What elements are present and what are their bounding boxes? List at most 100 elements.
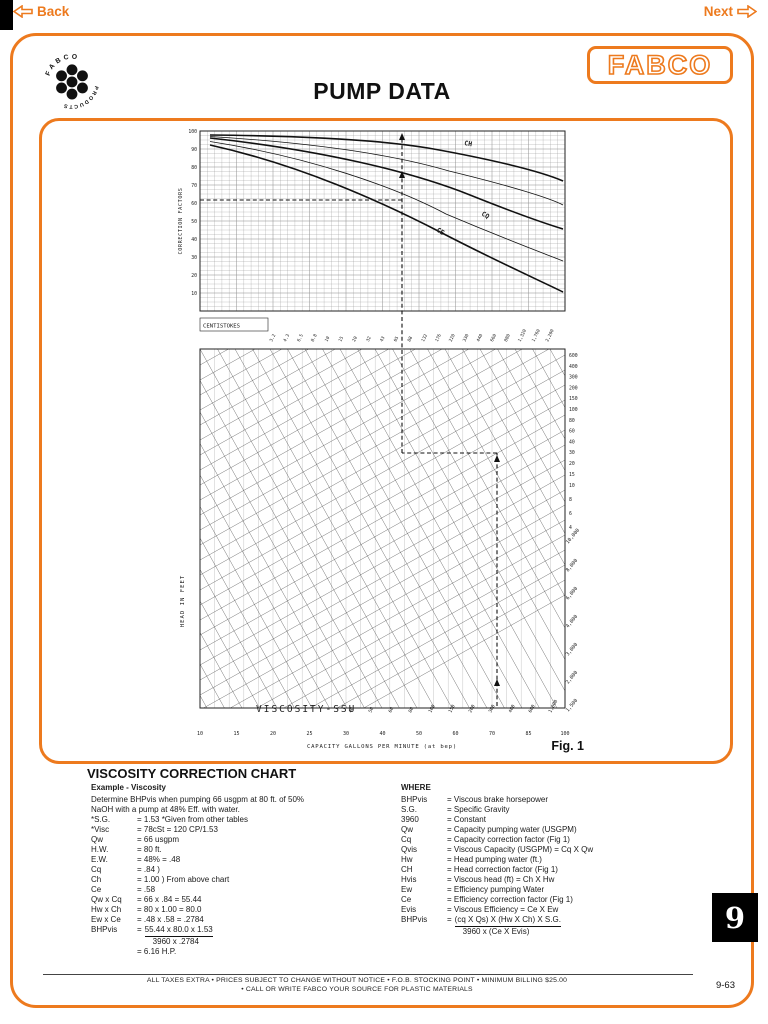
svg-text:8: 8: [569, 497, 572, 503]
where-definition: = Viscous brake horsepower: [447, 795, 549, 804]
svg-text:70: 70: [489, 731, 495, 737]
head-axis-label: HEAD IN FEET: [180, 575, 186, 627]
svg-text:400: 400: [569, 364, 578, 370]
example-row-label: Cq: [91, 865, 102, 874]
example-row: Qw x Cq = 66 x .84 = 55.44: [91, 895, 393, 905]
curve-label-ce: CE: [435, 226, 446, 237]
svg-text:43: 43: [379, 335, 387, 343]
svg-text:30: 30: [191, 255, 197, 261]
svg-text:1,500: 1,500: [565, 698, 579, 713]
curve-label-cq: CQ: [480, 210, 491, 221]
chart-text-labels: CORRECTION FACTORS CH CQ CE CENTISTOKES …: [178, 139, 491, 750]
svg-text:176: 176: [434, 333, 443, 343]
where-row: Qw = Capacity pumping water (USGPM): [401, 825, 719, 835]
svg-text:10: 10: [191, 291, 197, 297]
example-row-value: = 78cSt = 120 CP/1.53: [137, 825, 218, 834]
svg-text:10,000: 10,000: [565, 528, 581, 546]
svg-text:20: 20: [569, 461, 575, 467]
svg-text:1,000: 1,000: [547, 699, 559, 714]
fabco-wordmark: FABCO: [587, 46, 733, 84]
correction-axis-label: CORRECTION FACTORS: [178, 187, 184, 254]
svg-text:8.8: 8.8: [310, 333, 319, 343]
where-row: Hw = Head pumping water (ft.): [401, 855, 719, 865]
where-term: Hvis: [401, 875, 417, 884]
where-term: Hw: [401, 855, 413, 864]
figure-box: CORRECTION FACTORS CH CQ CE CENTISTOKES …: [39, 118, 733, 764]
example-title: Example - Viscosity: [91, 783, 166, 792]
example-fraction-eq: =: [137, 925, 142, 934]
svg-text:660: 660: [489, 333, 498, 343]
example-fraction-numerator: 55.44 x 80.0 x 1.53: [144, 925, 213, 937]
svg-text:4: 4: [569, 525, 572, 531]
figure-number: Fig. 1: [551, 739, 584, 753]
example-row-label: Ew x Ce: [91, 915, 121, 924]
svg-text:132: 132: [420, 333, 429, 343]
next-link[interactable]: Next: [704, 4, 757, 19]
where-fraction-term: BHPvis: [401, 915, 428, 924]
svg-text:32: 32: [365, 335, 373, 343]
back-link[interactable]: Back: [13, 4, 69, 19]
chart-grid: [199, 130, 566, 708]
example-row-value: = 48% = .48: [137, 855, 181, 864]
svg-text:1,760: 1,760: [531, 328, 542, 343]
example-row-value: = .58: [137, 885, 156, 894]
example-row-value: = .84 ): [137, 865, 160, 874]
example-row-label: H.W.: [91, 845, 109, 854]
where-definition: = Viscous Efficiency = Ce X Ew: [447, 905, 559, 914]
svg-text:70: 70: [191, 183, 197, 189]
svg-text:20: 20: [351, 335, 359, 343]
where-row: Cq = Capacity correction factor (Fig 1): [401, 835, 719, 845]
where-row: Evis = Viscous Efficiency = Ce X Ew: [401, 905, 719, 915]
where-definition: = Specific Gravity: [447, 805, 510, 814]
where-term: Qvis: [401, 845, 417, 854]
svg-text:3.2: 3.2: [268, 333, 277, 343]
example-row-value: = .48 x .58 = .2784: [137, 915, 204, 924]
svg-text:600: 600: [569, 353, 578, 359]
svg-text:20: 20: [191, 273, 197, 279]
viscosity-correction-figure: CORRECTION FACTORS CH CQ CE CENTISTOKES …: [178, 129, 581, 750]
where-definition: = Constant: [447, 815, 486, 824]
where-definition: = Capacity correction factor (Fig 1): [447, 835, 570, 844]
svg-text:6: 6: [569, 511, 572, 517]
footer-line1: ALL TAXES EXTRA • PRICES SUBJECT TO CHAN…: [146, 977, 568, 984]
example-row: *S.G. = 1.53 *Given from other tables: [91, 815, 393, 825]
example-row-label: *Visc: [91, 825, 110, 834]
next-label: Next: [703, 4, 733, 19]
svg-text:2,000: 2,000: [565, 670, 579, 685]
example-intro-line1: Determine BHPvis when pumping 66 usgpm a…: [91, 795, 304, 804]
example-row-value: = 80 ft.: [137, 845, 162, 854]
svg-text:65: 65: [393, 335, 401, 343]
where-term: Ew: [401, 885, 413, 894]
example-row-value: = 1.00 ) From above chart: [137, 875, 230, 884]
example-row-label: Hw x Ch: [91, 905, 122, 914]
svg-text:10: 10: [569, 483, 575, 489]
example-fraction-label: BHPvis: [91, 925, 118, 934]
svg-text:60: 60: [387, 706, 395, 714]
example-row: Cq = .84 ): [91, 865, 393, 875]
svg-text:80: 80: [407, 706, 415, 714]
where-fraction-denominator: 3960 x (Ce X Evis): [462, 927, 530, 936]
svg-text:88: 88: [406, 335, 414, 343]
svg-text:8,000: 8,000: [565, 558, 579, 573]
where-term: Qw: [401, 825, 413, 834]
svg-text:30: 30: [343, 731, 349, 737]
svg-text:10: 10: [197, 731, 203, 737]
example-row: Ch = 1.00 ) From above chart: [91, 875, 393, 885]
footer-line2: • CALL OR WRITE FABCO YOUR SOURCE FOR PL…: [241, 985, 473, 993]
viscosity-ssu-label: VISCOSITY-SSU: [256, 704, 356, 715]
footer-text: ALL TAXES EXTRA • PRICES SUBJECT TO CHAN…: [83, 977, 631, 994]
svg-text:15: 15: [233, 731, 239, 737]
where-definition: = Efficiency pumping Water: [447, 885, 545, 894]
where-row: Qvis = Viscous Capacity (USGPM) = Cq X Q…: [401, 845, 719, 855]
where-row: BHPvis = Viscous brake horsepower: [401, 795, 719, 805]
svg-text:2,200: 2,200: [544, 328, 555, 343]
svg-text:100: 100: [427, 704, 436, 714]
where-block: WHERE BHPvis = Viscous brake horsepower …: [401, 783, 719, 937]
svg-text:100: 100: [188, 129, 197, 135]
example-row-label: *S.G.: [91, 815, 111, 824]
where-fraction-numerator: (cq X Qs) X (Hw X Ch) X S.G.: [454, 915, 561, 927]
capacity-axis-label: CAPACITY GALLONS PER MINUTE (at bep): [307, 744, 457, 750]
example-rows: *S.G. = 1.53 *Given from other tables *V…: [91, 815, 393, 925]
where-fraction: BHPvis = (cq X Qs) X (Hw X Ch) X S.G. 39…: [401, 915, 719, 937]
svg-text:6.5: 6.5: [296, 333, 305, 343]
